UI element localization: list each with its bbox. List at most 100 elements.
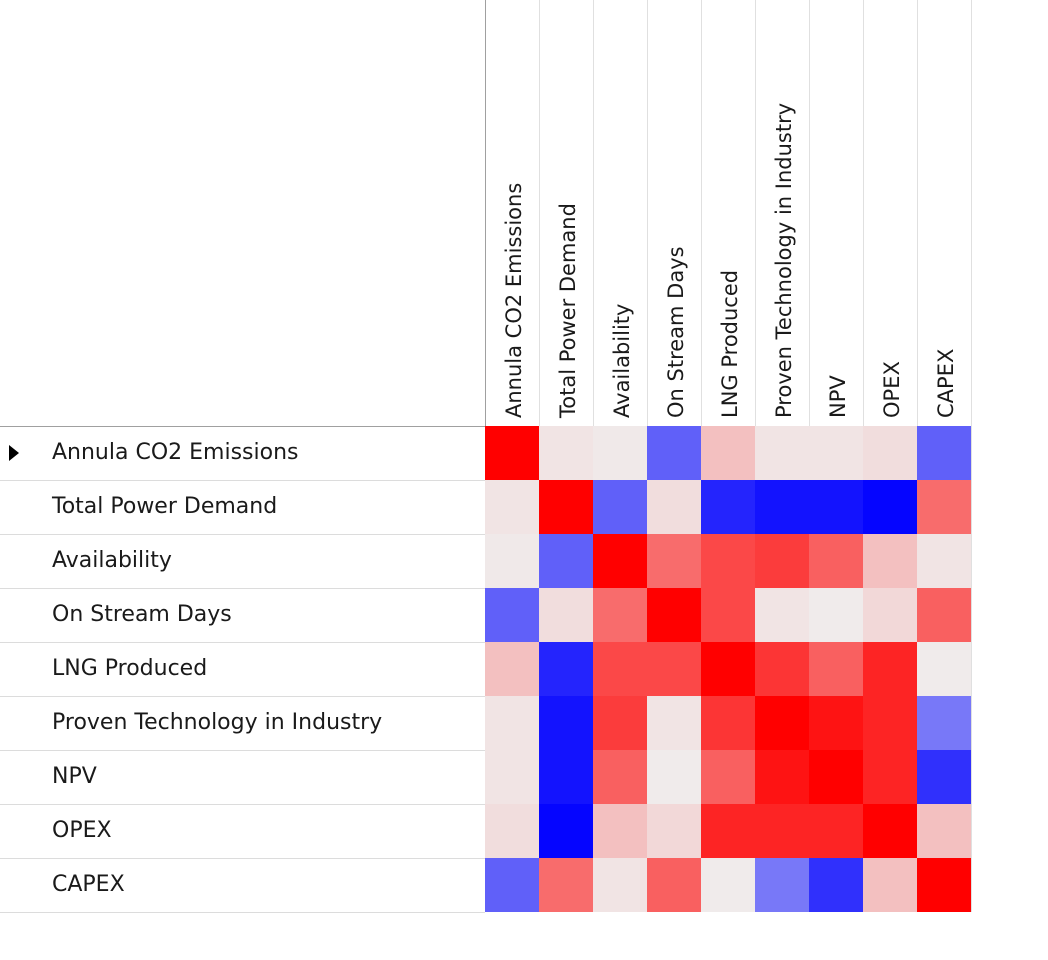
- heatmap-cell[interactable]: [755, 696, 809, 750]
- row-header[interactable]: Proven Technology in Industry: [52, 710, 383, 735]
- heatmap-cell[interactable]: [647, 534, 701, 588]
- heatmap-cell[interactable]: [917, 426, 971, 480]
- row-header[interactable]: LNG Produced: [52, 656, 208, 681]
- heatmap-cell[interactable]: [701, 534, 755, 588]
- heatmap-cell[interactable]: [755, 642, 809, 696]
- heatmap-cell[interactable]: [809, 804, 863, 858]
- heatmap-cell[interactable]: [863, 696, 917, 750]
- heatmap-cell[interactable]: [863, 804, 917, 858]
- heatmap-cell[interactable]: [539, 696, 593, 750]
- heatmap-cell[interactable]: [647, 588, 701, 642]
- heatmap-cell[interactable]: [539, 534, 593, 588]
- heatmap-cell[interactable]: [593, 804, 647, 858]
- heatmap-cell[interactable]: [593, 480, 647, 534]
- row-divider: [0, 534, 485, 535]
- heatmap-cell[interactable]: [647, 750, 701, 804]
- column-header: NPV: [826, 375, 850, 418]
- heatmap-cell[interactable]: [809, 480, 863, 534]
- column-header: On Stream Days: [664, 246, 688, 418]
- heatmap-cell[interactable]: [809, 858, 863, 912]
- row-divider: [0, 804, 485, 805]
- heatmap-cell[interactable]: [755, 804, 809, 858]
- heatmap-cell[interactable]: [647, 642, 701, 696]
- row-header[interactable]: NPV: [52, 764, 97, 789]
- heatmap-cell[interactable]: [701, 858, 755, 912]
- row-header[interactable]: OPEX: [52, 818, 112, 843]
- heatmap-cell[interactable]: [485, 642, 539, 696]
- heatmap-cell[interactable]: [809, 696, 863, 750]
- heatmap-cell[interactable]: [917, 750, 971, 804]
- heatmap-cell[interactable]: [863, 750, 917, 804]
- heatmap-cell[interactable]: [809, 750, 863, 804]
- heatmap-cell[interactable]: [917, 696, 971, 750]
- heatmap-cell[interactable]: [809, 588, 863, 642]
- heatmap-cell[interactable]: [863, 480, 917, 534]
- heatmap-cell[interactable]: [485, 858, 539, 912]
- heatmap-cell[interactable]: [917, 642, 971, 696]
- heatmap-cell[interactable]: [539, 804, 593, 858]
- heatmap-cell[interactable]: [863, 588, 917, 642]
- heatmap-cell[interactable]: [539, 426, 593, 480]
- heatmap-cell[interactable]: [701, 480, 755, 534]
- heatmap-cell[interactable]: [701, 804, 755, 858]
- heatmap-cell[interactable]: [593, 426, 647, 480]
- row-header[interactable]: Total Power Demand: [52, 494, 278, 519]
- heatmap-cell[interactable]: [863, 858, 917, 912]
- heatmap-cell[interactable]: [485, 426, 539, 480]
- heatmap-cell[interactable]: [539, 858, 593, 912]
- heatmap-cell[interactable]: [485, 588, 539, 642]
- heatmap-cell[interactable]: [917, 480, 971, 534]
- heatmap-cell[interactable]: [593, 858, 647, 912]
- heatmap-cell[interactable]: [593, 642, 647, 696]
- heatmap-cell[interactable]: [809, 426, 863, 480]
- heatmap-cell[interactable]: [593, 696, 647, 750]
- heatmap-cell[interactable]: [647, 480, 701, 534]
- column-divider: [971, 0, 972, 912]
- heatmap-cell[interactable]: [755, 588, 809, 642]
- heatmap-cell[interactable]: [701, 588, 755, 642]
- heatmap-cell[interactable]: [485, 750, 539, 804]
- heatmap-cell[interactable]: [647, 696, 701, 750]
- heatmap-cell[interactable]: [539, 588, 593, 642]
- heatmap-cell[interactable]: [701, 696, 755, 750]
- column-header: Annula CO2 Emissions: [502, 182, 526, 418]
- heatmap-cell[interactable]: [917, 804, 971, 858]
- heatmap-cell[interactable]: [863, 426, 917, 480]
- row-header[interactable]: Availability: [52, 548, 172, 573]
- heatmap-cell[interactable]: [485, 804, 539, 858]
- row-header[interactable]: CAPEX: [52, 872, 125, 897]
- heatmap-cell[interactable]: [485, 480, 539, 534]
- heatmap-cell[interactable]: [917, 534, 971, 588]
- heatmap-cell[interactable]: [539, 750, 593, 804]
- heatmap-cell[interactable]: [917, 588, 971, 642]
- heatmap-cell[interactable]: [701, 426, 755, 480]
- heatmap-cell[interactable]: [485, 696, 539, 750]
- column-header: LNG Produced: [718, 269, 742, 418]
- heatmap-cell[interactable]: [863, 534, 917, 588]
- heatmap-cell[interactable]: [647, 858, 701, 912]
- heatmap-cell[interactable]: [593, 588, 647, 642]
- column-header: CAPEX: [934, 348, 958, 418]
- heatmap-cell[interactable]: [485, 534, 539, 588]
- heatmap-cell[interactable]: [755, 426, 809, 480]
- heatmap-cell[interactable]: [809, 642, 863, 696]
- heatmap-cell[interactable]: [539, 480, 593, 534]
- row-header[interactable]: Annula CO2 Emissions: [52, 440, 299, 465]
- heatmap-cell[interactable]: [593, 750, 647, 804]
- heatmap-cell[interactable]: [755, 750, 809, 804]
- row-header[interactable]: On Stream Days: [52, 602, 232, 627]
- heatmap-cell[interactable]: [539, 642, 593, 696]
- heatmap-cell[interactable]: [917, 858, 971, 912]
- heatmap-cell[interactable]: [593, 534, 647, 588]
- heatmap-cell[interactable]: [755, 480, 809, 534]
- heatmap-cell[interactable]: [701, 750, 755, 804]
- heatmap-cell[interactable]: [647, 426, 701, 480]
- heatmap-cell[interactable]: [755, 858, 809, 912]
- heatmap-cell[interactable]: [701, 642, 755, 696]
- heatmap-cell[interactable]: [809, 534, 863, 588]
- column-header: Total Power Demand: [556, 203, 580, 418]
- row-divider: [0, 858, 485, 859]
- heatmap-cell[interactable]: [647, 804, 701, 858]
- heatmap-cell[interactable]: [863, 642, 917, 696]
- heatmap-cell[interactable]: [755, 534, 809, 588]
